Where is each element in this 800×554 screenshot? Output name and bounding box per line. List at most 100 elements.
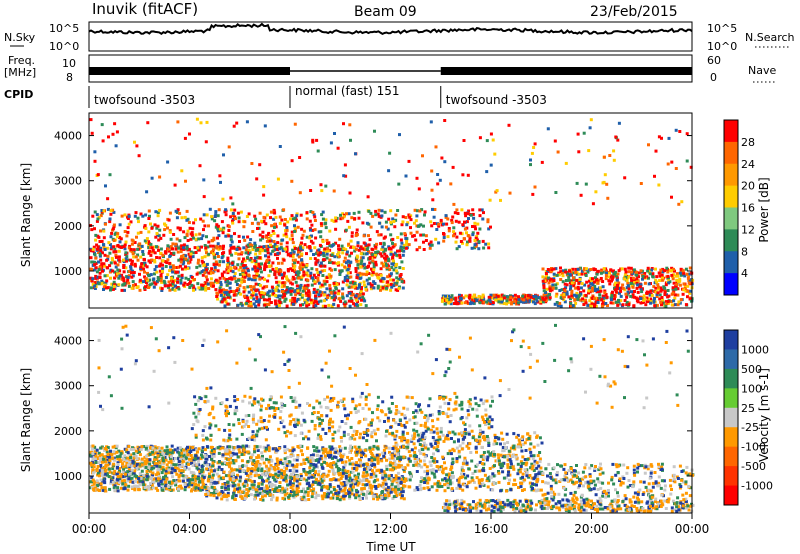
heatmap-cell (149, 469, 152, 473)
heatmap-cell (361, 295, 365, 299)
heatmap-cell (170, 464, 173, 468)
heatmap-cell (372, 280, 376, 284)
heatmap-cell (189, 470, 193, 474)
heatmap-cell (244, 471, 248, 475)
heatmap-cell (579, 298, 582, 302)
heatmap-cell (169, 276, 173, 280)
heatmap-cell (454, 240, 458, 244)
heatmap-cell (354, 493, 358, 497)
heatmap-cell (173, 279, 177, 283)
heatmap-cell (594, 190, 598, 194)
heatmap-cell (221, 228, 225, 232)
heatmap-cell (153, 458, 156, 462)
heatmap-cell (301, 293, 305, 297)
heatmap-cell (612, 269, 615, 273)
heatmap-cell (381, 264, 385, 268)
heatmap-cell (384, 220, 388, 224)
heatmap-cell (239, 302, 243, 306)
heatmap-cell (91, 249, 95, 253)
heatmap-cell (346, 279, 349, 283)
heatmap-cell (332, 298, 336, 302)
heatmap-cell (140, 445, 144, 449)
heatmap-cell (137, 220, 140, 224)
heatmap-cell (113, 232, 117, 236)
heatmap-cell (96, 457, 100, 460)
heatmap-cell (301, 263, 305, 267)
heatmap-cell (193, 475, 197, 479)
heatmap-cell (101, 139, 105, 143)
heatmap-cell (119, 237, 123, 241)
heatmap-cell (253, 241, 257, 245)
heatmap-cell (435, 228, 439, 231)
heatmap-cell (242, 225, 246, 229)
heatmap-cell (562, 293, 566, 297)
heatmap-cell (291, 258, 295, 262)
heatmap-cell (267, 294, 271, 298)
heatmap-cell (171, 270, 175, 274)
heatmap-cell (215, 244, 219, 248)
heatmap-cell (193, 488, 197, 492)
heatmap-cell (401, 215, 405, 219)
heatmap-cell (558, 301, 562, 305)
heatmap-cell (229, 238, 233, 242)
heatmap-cell (113, 469, 117, 473)
heatmap-cell (382, 263, 385, 266)
heatmap-cell (686, 284, 690, 288)
heatmap-cell (149, 273, 153, 277)
heatmap-cell (324, 456, 328, 460)
heatmap-cell (186, 239, 190, 242)
heatmap-cell (338, 237, 342, 241)
heatmap-cell (360, 479, 364, 483)
heatmap-cell (154, 282, 158, 286)
heatmap-cell (316, 271, 320, 275)
heatmap-cell (186, 283, 190, 286)
heatmap-cell (315, 268, 319, 272)
heatmap-cell (216, 255, 220, 258)
heatmap-cell (293, 122, 297, 126)
heatmap-cell (296, 225, 300, 229)
heatmap-cell (574, 271, 578, 274)
heatmap-cell (639, 182, 643, 185)
heatmap-cell (136, 253, 140, 257)
heatmap-cell (431, 207, 434, 211)
heatmap-cell (398, 266, 402, 270)
heatmap-cell (342, 259, 346, 263)
heatmap-cell (328, 485, 332, 489)
heatmap-cell (192, 461, 196, 465)
heatmap-cell (368, 238, 372, 242)
heatmap-cell (189, 257, 193, 261)
heatmap-cell (171, 264, 175, 268)
heatmap-cell (328, 449, 332, 453)
heatmap-cell (381, 276, 385, 280)
heatmap-cell (473, 243, 477, 247)
heatmap-cell (169, 460, 173, 464)
heatmap-cell (184, 179, 187, 183)
heatmap-cell (170, 455, 173, 459)
heatmap-cell (285, 286, 289, 289)
heatmap-cell (140, 457, 144, 461)
heatmap-cell (215, 291, 219, 295)
heatmap-cell (285, 235, 289, 239)
heatmap-cell (281, 249, 285, 253)
heatmap-cell (170, 451, 174, 455)
heatmap-cell (380, 214, 384, 218)
heatmap-cell (288, 252, 292, 256)
heatmap-cell (467, 209, 471, 213)
heatmap-cell (200, 237, 204, 241)
heatmap-cell (128, 472, 132, 476)
heatmap-cell (324, 218, 328, 222)
heatmap-cell (163, 222, 166, 226)
heatmap-cell (369, 287, 373, 291)
heatmap-cell (588, 279, 591, 283)
heatmap-cell (187, 463, 191, 466)
heatmap-cell (117, 255, 121, 259)
heatmap-cell (459, 294, 463, 298)
heatmap-cell (344, 228, 348, 232)
heatmap-cell (267, 471, 271, 475)
heatmap-cell (182, 260, 186, 264)
heatmap-cell (249, 304, 253, 308)
heatmap-cell (227, 269, 231, 273)
heatmap-cell (532, 300, 535, 304)
heatmap-cell (211, 239, 214, 242)
heatmap-cell (222, 226, 226, 230)
